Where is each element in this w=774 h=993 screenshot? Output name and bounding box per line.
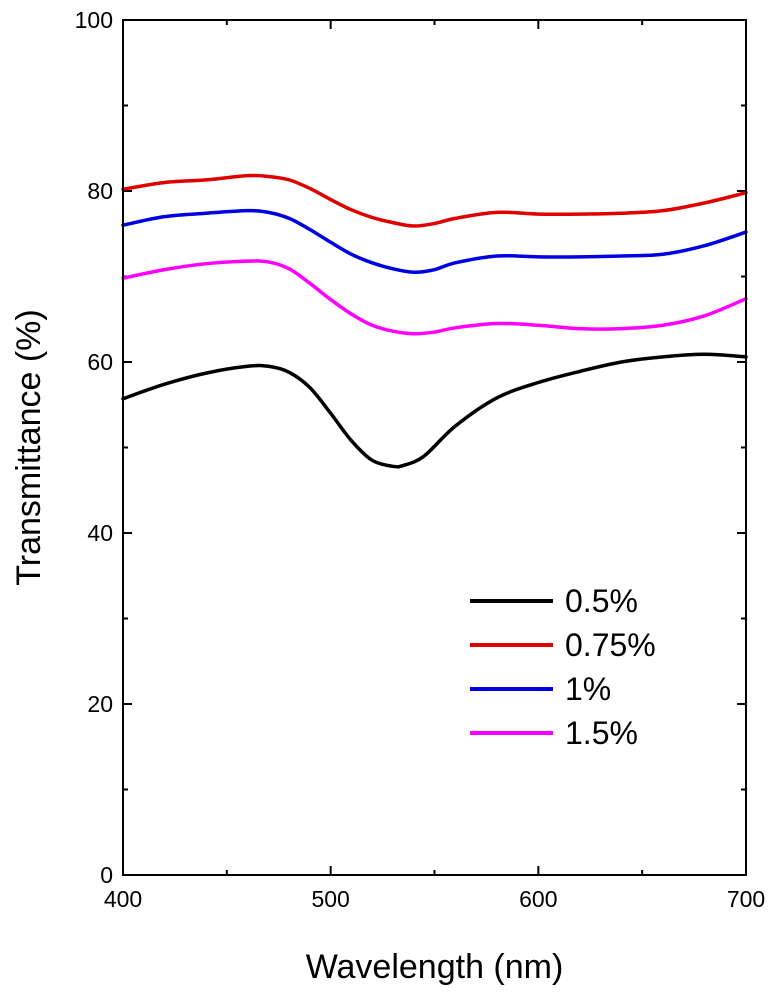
x-axis-title: Wavelength (nm) bbox=[306, 948, 564, 986]
y-tick-label: 80 bbox=[87, 178, 113, 204]
y-tick-label: 60 bbox=[87, 349, 113, 375]
y-tick-label: 100 bbox=[75, 7, 113, 33]
series-line-2 bbox=[121, 173, 748, 228]
x-tick-label: 600 bbox=[519, 886, 557, 912]
x-tick-label: 400 bbox=[104, 886, 142, 912]
series-line-3 bbox=[121, 208, 748, 274]
series-line-1 bbox=[121, 352, 748, 469]
x-tick-label: 500 bbox=[311, 886, 349, 912]
legend: 0.5% 0.75% 1% 1.5% bbox=[470, 583, 656, 751]
y-tick-label: 40 bbox=[87, 520, 113, 546]
legend-label-3: 1% bbox=[565, 671, 611, 707]
y-tick-label: 20 bbox=[87, 691, 113, 717]
y-axis-title: Transmittance (%) bbox=[10, 309, 48, 585]
legend-label-2: 0.75% bbox=[565, 627, 656, 663]
y-tick-label: 0 bbox=[100, 862, 113, 888]
x-tick-label: 700 bbox=[727, 886, 765, 912]
plot-frame bbox=[122, 19, 747, 876]
series-layer bbox=[121, 173, 748, 469]
legend-label-1: 0.5% bbox=[565, 583, 638, 619]
series-line-4 bbox=[121, 259, 748, 336]
legend-label-4: 1.5% bbox=[565, 715, 638, 751]
